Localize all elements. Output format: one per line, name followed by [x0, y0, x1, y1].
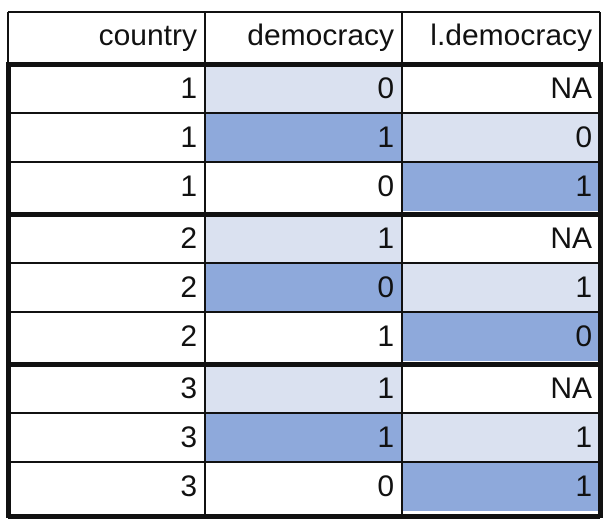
- row-divider: [8, 161, 600, 163]
- header-divider: [204, 12, 206, 64]
- row-divider: [8, 461, 600, 463]
- cell-democracy: 1: [205, 364, 402, 413]
- cell-country: 2: [8, 263, 205, 312]
- group-border-3: [8, 361, 600, 367]
- cell-l-democracy: NA: [402, 214, 600, 263]
- row-divider: [8, 262, 600, 264]
- cell-democracy: 0: [205, 64, 402, 113]
- cell-country: 2: [8, 312, 205, 361]
- header-left-border: [7, 12, 9, 64]
- cell-l-democracy: 0: [402, 312, 600, 361]
- cell-l-democracy: 0: [402, 113, 600, 162]
- header-divider: [401, 12, 403, 64]
- cell-country: 1: [8, 113, 205, 162]
- column-divider: [204, 64, 206, 516]
- group-border-1: [8, 61, 600, 67]
- row-divider: [8, 412, 600, 414]
- table-bottom-border: [8, 513, 600, 519]
- cell-democracy: 1: [205, 312, 402, 361]
- column-divider: [401, 64, 403, 516]
- header-right-border: [599, 12, 601, 64]
- table-right-border: [597, 62, 603, 518]
- cell-democracy: 0: [205, 162, 402, 211]
- row-divider: [8, 112, 600, 114]
- cell-l-democracy: 1: [402, 162, 600, 211]
- cell-country: 3: [8, 364, 205, 413]
- group-border-2: [8, 211, 600, 217]
- cell-democracy: 0: [205, 263, 402, 312]
- cell-country: 3: [8, 413, 205, 462]
- cell-country: 3: [8, 462, 205, 511]
- header-top-border: [8, 11, 600, 13]
- cell-country: 2: [8, 214, 205, 263]
- header-country: country: [98, 19, 197, 52]
- cell-democracy: 0: [205, 462, 402, 511]
- cell-l-democracy: NA: [402, 64, 600, 113]
- header-l-democracy: l.democracy: [430, 19, 592, 52]
- cell-l-democracy: 1: [402, 263, 600, 312]
- cell-democracy: 1: [205, 413, 402, 462]
- cell-l-democracy: NA: [402, 364, 600, 413]
- cell-country: 1: [8, 64, 205, 113]
- header-democracy: democracy: [247, 19, 394, 52]
- cell-l-democracy: 1: [402, 413, 600, 462]
- cell-l-democracy: 1: [402, 462, 600, 511]
- cell-democracy: 1: [205, 113, 402, 162]
- cell-country: 1: [8, 162, 205, 211]
- row-divider: [8, 311, 600, 313]
- table-left-border: [5, 62, 11, 518]
- cell-democracy: 1: [205, 214, 402, 263]
